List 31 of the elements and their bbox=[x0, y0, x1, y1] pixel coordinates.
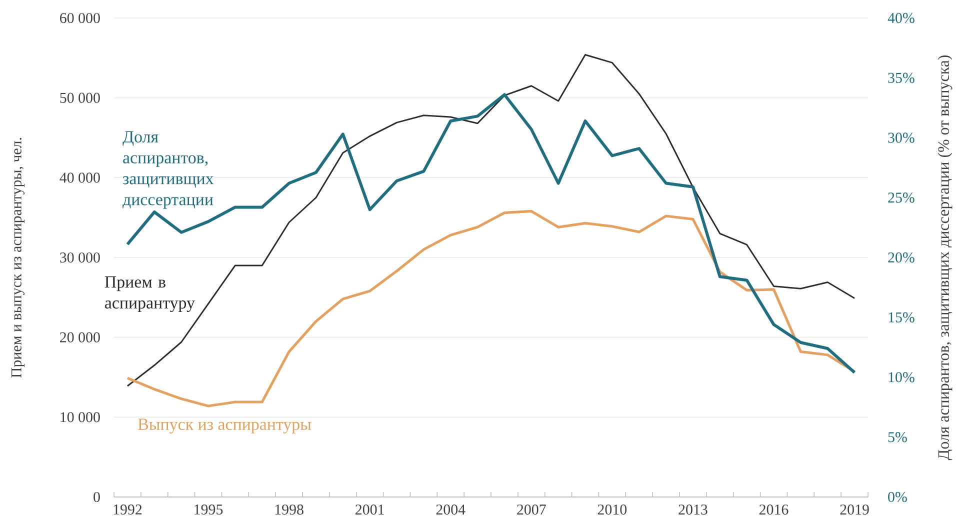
x-tick-label: 1998 bbox=[275, 504, 304, 515]
y2-tick-label: 35% bbox=[888, 72, 914, 83]
x-tick-label: 2004 bbox=[436, 504, 466, 515]
x-tick-label: 2001 bbox=[356, 504, 384, 515]
y2-tick-label: 0% bbox=[888, 492, 907, 502]
x-tick-label: 2010 bbox=[598, 504, 627, 515]
y2-tick-label: 15% bbox=[888, 312, 914, 322]
y-tick-label: 20 000 bbox=[60, 332, 100, 342]
x-tick-label: 2013 bbox=[678, 504, 708, 515]
y2-axis-title: Доля аспирантов, защитивщих диссертации (% от выпуска) bbox=[938, 55, 952, 460]
y2-tick-label: 40% bbox=[888, 12, 914, 24]
y-tick-label: 10 000 bbox=[60, 412, 100, 422]
x-tick-label: 1995 bbox=[194, 504, 223, 515]
y2-tick-label: 5% bbox=[888, 432, 907, 442]
y2-tick-label: 20% bbox=[888, 252, 914, 263]
x-tick-label: 2007 bbox=[517, 504, 546, 515]
y-tick-label: 30 000 bbox=[60, 252, 100, 263]
series-label: Доля аспирантов, защитивщих диссертации bbox=[122, 131, 214, 209]
y2-tick-label: 30% bbox=[888, 132, 914, 143]
x-tick-label: 2019 bbox=[840, 504, 869, 515]
x-tick-label: 1992 bbox=[114, 504, 142, 515]
y-axis-title: Прием и выпуск из аспирантуры, чел. bbox=[11, 138, 24, 378]
y-tick-label: 0 bbox=[94, 492, 100, 502]
x-tick-label: 2016 bbox=[759, 504, 788, 515]
series-label: Прием в аспирантуру bbox=[104, 276, 195, 312]
y-tick-label: 50 000 bbox=[60, 92, 100, 103]
y2-tick-label: 10% bbox=[888, 372, 914, 382]
series-label: Выпуск из аспирантуры bbox=[138, 418, 312, 434]
y-tick-label: 60 000 bbox=[60, 12, 100, 24]
y-tick-label: 40 000 bbox=[60, 172, 100, 183]
y2-tick-label: 25% bbox=[888, 192, 914, 203]
